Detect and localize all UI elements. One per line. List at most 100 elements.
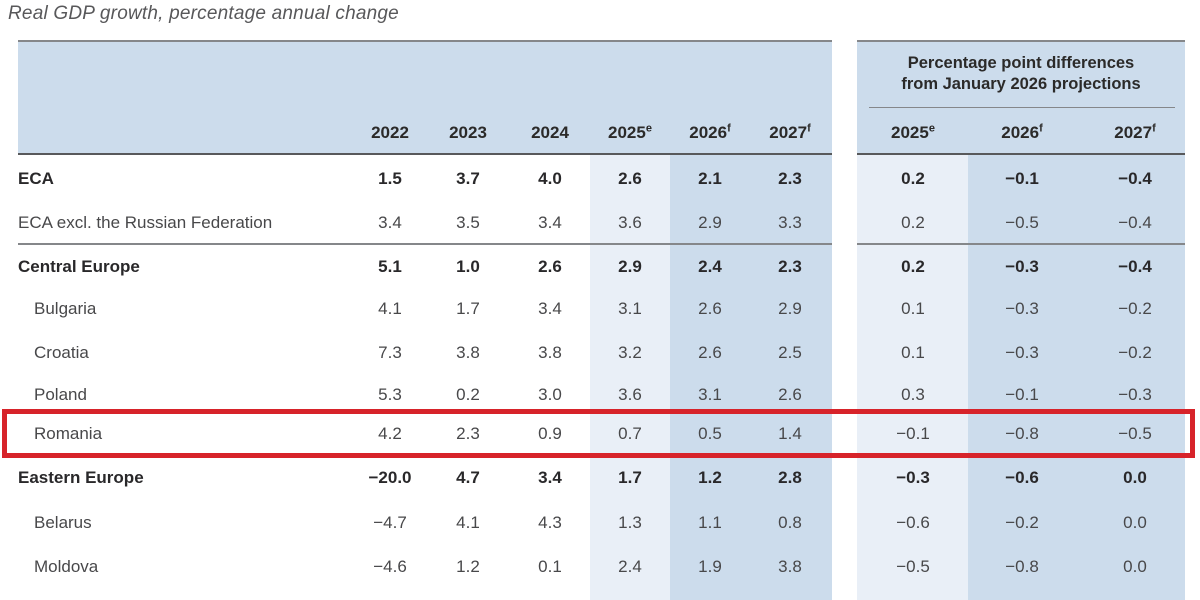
cell-diff-value: −0.1: [896, 424, 930, 443]
cell-diff-value: −0.5: [1118, 424, 1152, 443]
cell-diff-value: −0.5: [896, 557, 930, 576]
cell-diff-value: 0.0: [1123, 513, 1147, 532]
cell-value: 2.4: [618, 557, 642, 576]
table-title: Real GDP growth, percentage annual chang…: [8, 3, 399, 24]
section-divider: [857, 243, 1185, 245]
row-label-croatia: Croatia: [34, 343, 89, 362]
cell-value: 1.7: [456, 299, 480, 318]
cell-value: 3.0: [538, 385, 562, 404]
row-label-eca-excl-the-russian-federation: ECA excl. the Russian Federation: [18, 213, 273, 232]
cell-diff-value: −0.3: [1005, 257, 1039, 276]
cell-value: 2.1: [698, 169, 722, 188]
header-bottom-rule-left: [18, 153, 832, 155]
cell-value: 3.4: [538, 468, 562, 487]
cell-diff-value: 0.0: [1123, 468, 1147, 487]
cell-value: 0.5: [698, 424, 722, 443]
cell-diff-value: −0.2: [1118, 299, 1152, 318]
cell-value: 2.5: [778, 343, 802, 362]
cell-value: 3.7: [456, 169, 480, 188]
year-header-2025: 2025e: [608, 122, 652, 142]
cell-diff-value: −0.4: [1118, 169, 1152, 188]
cell-value: 1.2: [456, 557, 480, 576]
cell-value: 4.3: [538, 513, 562, 532]
forecast-band-light-right: [857, 153, 968, 600]
cell-value: 5.1: [378, 257, 402, 276]
row-label-central-europe: Central Europe: [18, 257, 140, 276]
cell-value: 2.9: [698, 213, 722, 232]
cell-value: 2.3: [778, 169, 802, 188]
year-header-2023: 2023: [449, 123, 487, 142]
cell-value: 0.2: [456, 385, 480, 404]
cell-diff-value: −0.1: [1005, 169, 1039, 188]
cell-value: −20.0: [368, 468, 412, 487]
year-header-2024: 2024: [531, 123, 569, 142]
cell-value: 3.4: [378, 213, 402, 232]
cell-diff-value: 0.0: [1123, 557, 1147, 576]
header-background-left: [18, 42, 832, 153]
cell-value: 4.1: [378, 299, 402, 318]
cell-value: 0.1: [538, 557, 562, 576]
cell-value: 1.9: [698, 557, 722, 576]
cell-value: 1.4: [778, 424, 802, 443]
cell-value: 2.8: [778, 468, 802, 487]
cell-value: 3.1: [698, 385, 722, 404]
cell-value: 3.1: [618, 299, 642, 318]
cell-value: 4.7: [456, 468, 480, 487]
cell-value: 0.8: [778, 513, 802, 532]
cell-value: 0.7: [618, 424, 642, 443]
cell-value: 3.2: [618, 343, 642, 362]
cell-diff-value: −0.1: [1005, 385, 1039, 404]
cell-value: 2.6: [538, 257, 562, 276]
diff-year-header-2027: 2027f: [1114, 122, 1156, 142]
cell-value: 1.3: [618, 513, 642, 532]
cell-value: 1.1: [698, 513, 722, 532]
row-label-eastern-europe: Eastern Europe: [18, 468, 144, 487]
header-background-right: [857, 42, 1185, 153]
cell-value: 3.3: [778, 213, 802, 232]
forecast-band-light-left: [590, 153, 670, 600]
cell-diff-value: −0.2: [1005, 513, 1039, 532]
row-label-romania: Romania: [34, 424, 103, 443]
forecast-band-dark-left: [670, 153, 832, 600]
cell-value: −4.6: [373, 557, 407, 576]
row-label-moldova: Moldova: [34, 557, 99, 576]
cell-value: 7.3: [378, 343, 402, 362]
year-header-2027: 2027f: [769, 122, 811, 142]
cell-diff-value: −0.8: [1005, 557, 1039, 576]
cell-value: 2.6: [698, 299, 722, 318]
cell-value: 3.8: [456, 343, 480, 362]
header-bottom-rule-right: [857, 153, 1185, 155]
cell-diff-value: 0.1: [901, 343, 925, 362]
cell-value: 4.1: [456, 513, 480, 532]
cell-value: 2.4: [698, 257, 722, 276]
cell-value: 3.4: [538, 299, 562, 318]
row-label-bulgaria: Bulgaria: [34, 299, 97, 318]
cell-value: 4.0: [538, 169, 562, 188]
diff-header-underline: [869, 107, 1175, 108]
cell-diff-value: −0.5: [1005, 213, 1039, 232]
cell-value: 1.0: [456, 257, 480, 276]
cell-value: 4.2: [378, 424, 402, 443]
cell-diff-value: 0.3: [901, 385, 925, 404]
cell-value: 2.9: [778, 299, 802, 318]
romania-highlight-box: [2, 409, 1195, 458]
year-header-2026: 2026f: [689, 122, 731, 142]
cell-diff-value: −0.3: [1005, 299, 1039, 318]
cell-diff-value: 0.2: [901, 169, 925, 188]
cell-value: 1.7: [618, 468, 642, 487]
cell-value: 3.8: [538, 343, 562, 362]
section-divider: [18, 243, 832, 245]
diff-projections-header-line1: Percentage point differences: [907, 54, 1135, 72]
cell-diff-value: −0.2: [1118, 343, 1152, 362]
cell-value: 2.3: [456, 424, 480, 443]
table-top-rule-left: [18, 40, 832, 42]
cell-diff-value: 0.1: [901, 299, 925, 318]
cell-diff-value: 0.2: [901, 257, 925, 276]
forecast-band-dark-right: [968, 153, 1185, 600]
cell-value: 2.6: [618, 169, 642, 188]
cell-diff-value: −0.6: [1005, 468, 1039, 487]
cell-diff-value: −0.3: [1118, 385, 1152, 404]
diff-projections-header: Percentage point differences from Januar…: [857, 53, 1185, 95]
cell-value: 2.9: [618, 257, 642, 276]
